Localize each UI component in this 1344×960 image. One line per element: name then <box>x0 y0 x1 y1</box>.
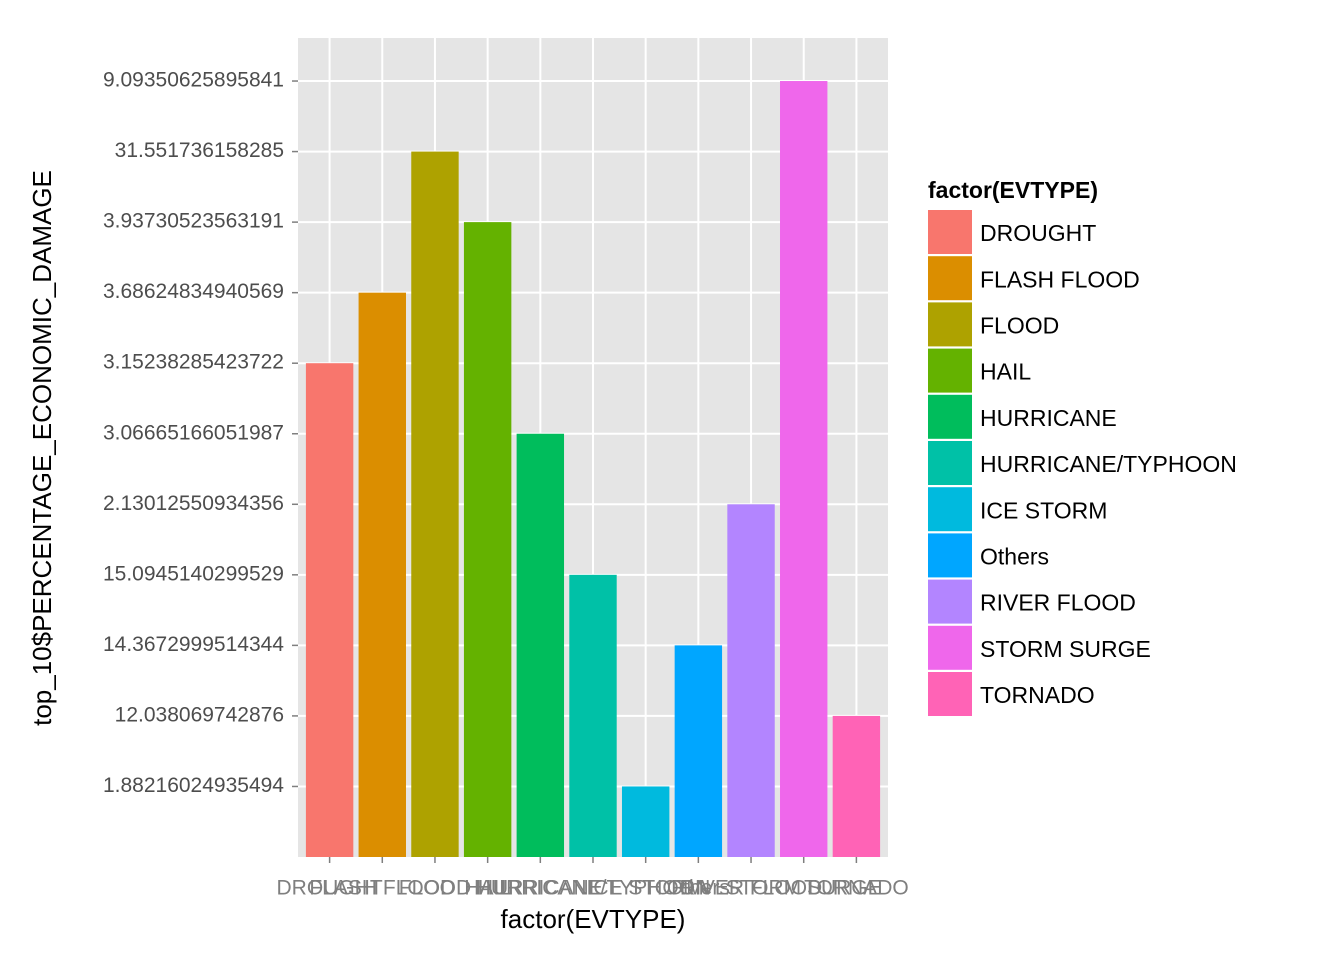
legend-label: HURRICANE <box>980 405 1117 431</box>
legend-key <box>928 533 972 578</box>
x-tick-label: DROUGHT <box>277 877 383 900</box>
legend-key <box>928 210 972 254</box>
y-axis-title: top_10$PERCENTAGE_ECONOMIC_DAMAGE <box>27 170 57 726</box>
x-tick-label: TORNADO <box>804 877 909 900</box>
bar <box>727 504 775 857</box>
legend-title: factor(EVTYPE) <box>928 177 1098 203</box>
x-tick-label: HAIL <box>464 877 511 900</box>
bar <box>674 645 723 857</box>
y-tick-label: 31.551736158285 <box>115 139 284 162</box>
legend-key <box>928 441 972 485</box>
bar <box>358 292 406 857</box>
y-tick-label: 2.13012550934356 <box>103 492 284 515</box>
legend-key <box>928 487 972 532</box>
legend-label: FLASH FLOOD <box>980 266 1140 292</box>
legend-key <box>928 302 972 347</box>
legend-key <box>928 579 972 624</box>
x-tick-label: Others <box>667 877 730 900</box>
legend-label: RIVER FLOOD <box>980 590 1136 616</box>
legend-key <box>928 625 972 670</box>
x-tick-label: STORM SURGE <box>726 877 882 900</box>
bar <box>569 574 617 857</box>
y-tick-label: 3.68624834940569 <box>103 280 284 303</box>
y-tick-label: 3.93730523563191 <box>103 210 284 233</box>
legend-label: HAIL <box>980 359 1031 385</box>
legend-key <box>928 672 972 716</box>
x-tick-label: ICE STORM <box>588 877 704 900</box>
legend-label: Others <box>980 543 1049 569</box>
x-tick-label: HURRICANE <box>478 877 603 900</box>
x-tick-label: FLASH FLOOD <box>309 877 455 900</box>
x-tick-label: HURRICANE/TYPHOON <box>476 877 711 900</box>
legend-label: ICE STORM <box>980 497 1107 523</box>
bar <box>621 786 670 857</box>
bar <box>832 715 881 857</box>
x-axis-title: factor(EVTYPE) <box>501 904 686 934</box>
y-tick-label: 9.09350625895841 <box>103 69 284 92</box>
legend-label: STORM SURGE <box>980 636 1151 662</box>
y-tick-label: 1.88216024935494 <box>103 774 284 797</box>
y-tick-label: 14.3672999514344 <box>103 633 284 656</box>
bar <box>411 151 459 858</box>
legend-label: TORNADO <box>980 682 1095 708</box>
legend-label: HURRICANE/TYPHOON <box>980 451 1237 477</box>
y-tick-label: 12.038069742876 <box>115 703 284 726</box>
bar <box>780 81 828 857</box>
y-tick-label: 15.0945140299529 <box>103 562 284 585</box>
legend-label: FLOOD <box>980 312 1059 338</box>
x-tick-label: FLOOD <box>399 877 471 900</box>
legend-key <box>928 348 972 393</box>
legend-key <box>928 256 972 301</box>
y-tick-label: 3.15238285423722 <box>103 351 284 374</box>
x-tick-label: RIVER FLOOD <box>680 877 822 900</box>
bar <box>463 222 512 857</box>
bar <box>516 433 565 857</box>
y-tick-label: 3.06665166051987 <box>103 421 284 444</box>
legend-key <box>928 394 972 439</box>
legend-label: DROUGHT <box>980 220 1096 246</box>
bar <box>305 363 354 857</box>
